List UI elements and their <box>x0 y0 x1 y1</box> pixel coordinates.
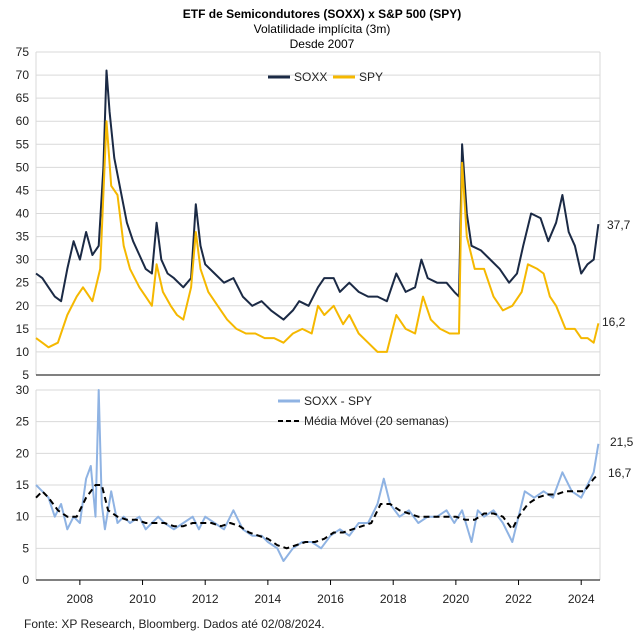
legend-label-spy: SPY <box>359 70 383 84</box>
bottom-panel: 0 5 10 15 20 25 30 2008 2010 2012 2014 2016 2018 202… <box>16 383 634 606</box>
bottom-legend: SOXX - SPY Média Móvel (20 semanas) <box>278 394 449 428</box>
top-y-tick-label: 15 <box>16 322 30 336</box>
bottom-y-tick-labels: 0 5 10 15 20 25 30 <box>16 383 30 587</box>
moving-average-end-label: 16,7 <box>608 466 632 480</box>
x-tick-label: 2022 <box>505 592 532 606</box>
top-y-tick-label: 10 <box>16 345 30 359</box>
x-tick-label: 2010 <box>129 592 156 606</box>
top-y-tick-label: 30 <box>16 253 30 267</box>
top-y-tick-label: 65 <box>16 91 30 105</box>
top-y-tick-label: 50 <box>16 160 30 174</box>
soxx-end-label: 37,7 <box>607 218 631 232</box>
x-tick-label: 2020 <box>443 592 470 606</box>
x-tick-label: 2008 <box>67 592 94 606</box>
bottom-y-tick-label: 0 <box>22 573 29 587</box>
x-tick-labels: 2008 2010 2012 2014 2016 2018 2020 2022 2024 <box>67 580 595 606</box>
bottom-gridlines <box>35 389 601 580</box>
x-tick-label: 2014 <box>255 592 282 606</box>
x-tick-label: 2018 <box>380 592 407 606</box>
spread-end-label: 21,5 <box>610 435 634 449</box>
spy-end-label: 16,2 <box>602 315 626 329</box>
bottom-y-tick-label: 20 <box>16 446 30 460</box>
top-y-tick-label: 40 <box>16 207 30 221</box>
chart-title: ETF de Semicondutores (SOXX) x S&P 500 (… <box>183 7 462 21</box>
chart-subtitle-2: Desde 2007 <box>290 37 355 51</box>
bottom-y-tick-label: 30 <box>16 383 30 397</box>
bottom-y-tick-label: 10 <box>16 510 30 524</box>
chart-subtitle: Volatilidade implícita (3m) <box>254 22 391 36</box>
top-gridlines <box>35 51 601 375</box>
x-tick-label: 2012 <box>192 592 219 606</box>
title-block: ETF de Semicondutores (SOXX) x S&P 500 (… <box>183 7 462 51</box>
series-line-soxx <box>35 69 600 321</box>
top-y-tick-label: 75 <box>16 45 30 59</box>
legend-label-soxx: SOXX <box>294 70 327 84</box>
top-y-tick-label: 55 <box>16 137 30 151</box>
top-legend: SOXX SPY <box>268 70 383 84</box>
bottom-series-lines <box>35 389 600 562</box>
top-y-tick-label: 35 <box>16 230 30 244</box>
series-line-spy <box>35 120 600 353</box>
top-y-tick-label: 25 <box>16 276 30 290</box>
top-series-lines <box>35 69 600 353</box>
legend-label-spread: SOXX - SPY <box>304 394 372 408</box>
x-tick-label: 2016 <box>317 592 344 606</box>
top-y-tick-label: 20 <box>16 299 30 313</box>
top-y-tick-label: 45 <box>16 183 30 197</box>
top-y-tick-label: 60 <box>16 114 30 128</box>
top-y-tick-label: 70 <box>16 68 30 82</box>
bottom-y-tick-label: 5 <box>22 541 29 555</box>
series-line-m-dia-m-vel-20-semanas <box>35 473 600 550</box>
legend-label-moving-average: Média Móvel (20 semanas) <box>304 414 449 428</box>
top-y-tick-label: 5 <box>22 368 29 382</box>
series-line-soxx-spy <box>35 389 600 562</box>
source-note: Fonte: XP Research, Bloomberg. Dados até… <box>24 617 325 631</box>
bottom-y-tick-label: 25 <box>16 415 30 429</box>
top-y-tick-labels: 5 10 15 20 25 30 35 40 45 50 55 60 65 70 75 <box>16 45 30 382</box>
x-tick-label: 2024 <box>568 592 595 606</box>
top-panel: 5 10 15 20 25 30 35 40 45 50 55 60 65 70 75 SOXX SPY 3… <box>16 45 631 382</box>
bottom-y-tick-label: 15 <box>16 478 30 492</box>
